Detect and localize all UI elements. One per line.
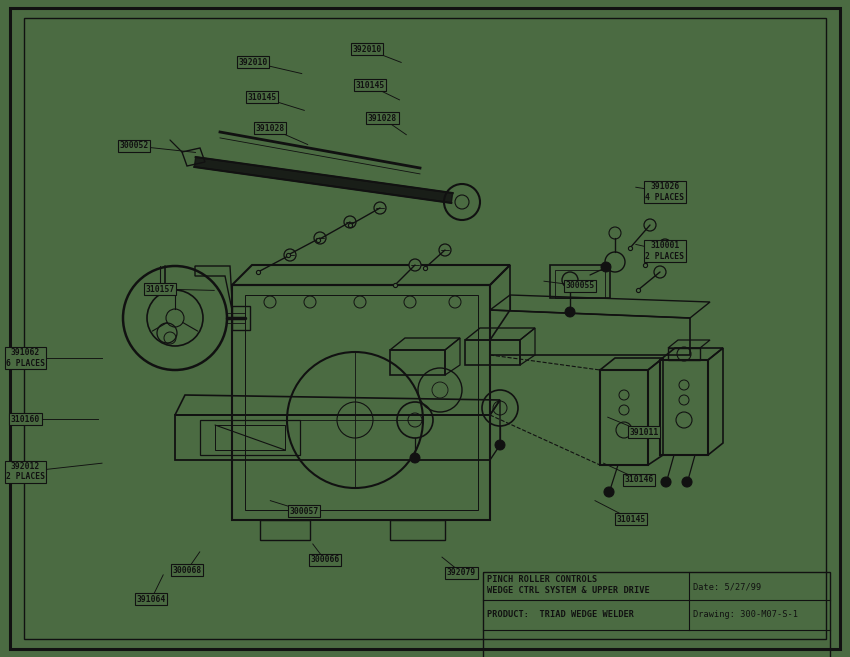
Text: 391028: 391028 (256, 124, 285, 133)
Text: 300055: 300055 (565, 281, 594, 290)
Circle shape (409, 259, 421, 271)
Bar (483, 572, 830, 657)
Text: 391028: 391028 (368, 114, 397, 123)
Text: Drawing: 300-M07-S-1: Drawing: 300-M07-S-1 (694, 610, 798, 620)
Circle shape (604, 487, 614, 497)
Polygon shape (195, 157, 453, 203)
Text: 392010: 392010 (353, 45, 382, 54)
Text: 310157: 310157 (145, 284, 174, 294)
Text: 392012
2 PLACES: 392012 2 PLACES (6, 462, 45, 482)
Text: 310145: 310145 (247, 93, 276, 102)
Circle shape (661, 477, 671, 487)
Circle shape (495, 440, 505, 450)
Text: 300068: 300068 (173, 566, 201, 575)
Circle shape (344, 216, 356, 228)
Text: 300066: 300066 (310, 555, 339, 564)
Circle shape (601, 262, 611, 272)
Text: PINCH ROLLER CONTROLS: PINCH ROLLER CONTROLS (487, 575, 597, 584)
Text: 310001
2 PLACES: 310001 2 PLACES (645, 241, 684, 261)
Circle shape (644, 219, 656, 231)
Text: Date: 5/27/99: Date: 5/27/99 (694, 583, 762, 592)
Text: 391062
6 PLACES: 391062 6 PLACES (6, 348, 45, 368)
Text: 392010: 392010 (239, 58, 268, 67)
Text: 391064: 391064 (137, 595, 166, 604)
Circle shape (314, 232, 326, 244)
Circle shape (682, 477, 692, 487)
Text: 391011: 391011 (630, 428, 659, 437)
Text: 310145: 310145 (616, 514, 645, 524)
Circle shape (410, 453, 420, 463)
Circle shape (374, 202, 386, 214)
Text: 310160: 310160 (11, 415, 40, 424)
Text: 392079: 392079 (447, 568, 476, 578)
Circle shape (654, 266, 666, 278)
Circle shape (284, 249, 296, 261)
Text: 310146: 310146 (625, 475, 654, 484)
Text: 310145: 310145 (355, 81, 384, 90)
Text: 300052: 300052 (120, 141, 149, 150)
Circle shape (439, 244, 451, 256)
Circle shape (659, 239, 671, 251)
Circle shape (565, 307, 575, 317)
Text: WEDGE CTRL SYSTEM & UPPER DRIVE: WEDGE CTRL SYSTEM & UPPER DRIVE (487, 586, 649, 595)
Text: 391026
4 PLACES: 391026 4 PLACES (645, 182, 684, 202)
Text: 300057: 300057 (290, 507, 319, 516)
Text: PRODUCT:  TRIAD WEDGE WELDER: PRODUCT: TRIAD WEDGE WELDER (487, 610, 634, 620)
